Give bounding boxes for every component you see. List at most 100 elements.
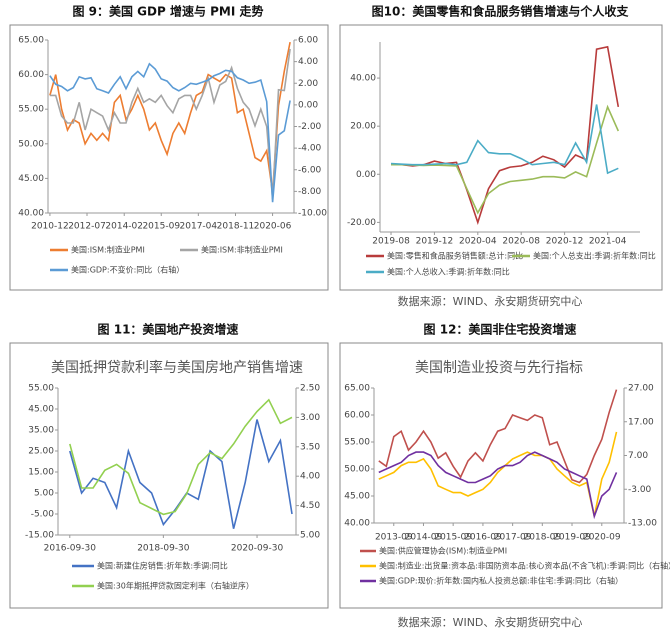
series-line xyxy=(390,104,619,175)
legend-label: 美国:制造业:出货量:资本品:非国防资本品:核心资本品(不含飞机):季调:同比（… xyxy=(379,561,670,571)
y-tick-label: 15.00 xyxy=(28,468,54,478)
x-tick-label: 2016-09 xyxy=(464,533,502,543)
series-line xyxy=(49,62,291,203)
y2-tick-label: 6.00 xyxy=(298,36,318,46)
y-tick-label: 50.00 xyxy=(18,139,44,149)
series-line xyxy=(378,389,618,484)
figure-title: 图 9：美国 GDP 增速与 PMI 走势 xyxy=(72,4,263,19)
y-tick-label: 60.00 xyxy=(344,411,370,421)
series-line xyxy=(378,431,618,517)
y2-tick-label: -10.00 xyxy=(298,209,327,219)
y2-tick-label: -3.00 xyxy=(628,485,652,495)
y-tick-label: 65.00 xyxy=(18,36,44,46)
x-tick-label: 2020-12 xyxy=(546,237,584,247)
y-tick-label: 45.00 xyxy=(18,174,44,184)
y2-tick-label: 2.50 xyxy=(300,384,320,394)
y2-tick-label: -4.00 xyxy=(298,144,322,154)
x-tick-label: 2013-09 xyxy=(375,533,413,543)
series-line xyxy=(49,48,291,200)
series-line xyxy=(391,45,620,225)
x-tick-label: 2019-09 xyxy=(553,533,591,543)
y-tick-label: 40.00 xyxy=(350,74,376,84)
x-tick-label: 2017-04 xyxy=(180,222,218,232)
y2-tick-label: 4.00 xyxy=(300,472,320,482)
x-tick-label: 2019-12 xyxy=(416,237,454,247)
legend-label: 美国:30年期抵押贷款固定利率（右轴逆序） xyxy=(97,581,254,591)
y2-tick-label: 3.50 xyxy=(300,442,320,452)
y2-tick-label: 3.00 xyxy=(300,413,320,423)
x-tick-label: 2020-04 xyxy=(459,237,497,247)
series-line xyxy=(378,451,618,520)
y2-tick-label: -6.00 xyxy=(298,165,322,175)
y2-tick-label: -13.00 xyxy=(628,519,657,529)
y-tick-label: 55.00 xyxy=(344,438,370,448)
panel-frame xyxy=(9,24,329,291)
x-tick-label: 2020-08 xyxy=(502,237,540,247)
series-line xyxy=(391,104,620,215)
y-tick-label: -5.00 xyxy=(31,510,55,520)
x-tick-label: 2017-09 xyxy=(494,533,532,543)
x-tick-label: 2019-08 xyxy=(372,237,410,247)
chart-title: 美国制造业投资与先行指标 xyxy=(415,360,583,376)
y-tick-label: 35.00 xyxy=(28,426,54,436)
y2-tick-label: 2.00 xyxy=(298,79,318,89)
x-tick-label: 2018-09-30 xyxy=(137,544,190,554)
panel-frame xyxy=(339,342,663,609)
legend-label: 美国:个人总支出:季调:折年数:同比 xyxy=(533,251,656,261)
x-tick-label: 2021-04 xyxy=(589,237,627,247)
y-tick-label: 40.00 xyxy=(344,519,370,529)
x-tick-label: 2015-09 xyxy=(142,222,180,232)
series-line xyxy=(69,398,293,516)
y2-tick-label: 7.00 xyxy=(628,451,648,461)
legend-label: 美国:新建住房销售:折年数:季调:同比 xyxy=(97,561,228,571)
chart-title: 美国抵押贷款利率与美国房地产销售增速 xyxy=(51,359,303,376)
x-tick-label: 2016-09-30 xyxy=(44,544,97,554)
x-tick-label: 2020-06 xyxy=(254,222,292,232)
legend-label: 美国:GDP:现价:折年数:国内私人投资总额:非住宅:季调:同比（右轴） xyxy=(379,576,623,586)
y-tick-label: -20.00 xyxy=(347,218,376,228)
y-tick-label: 65.00 xyxy=(344,384,370,394)
source: 数据来源：WIND、永安期货研究中心 xyxy=(398,294,583,308)
source: 数据来源：WIND、永安期货研究中心 xyxy=(398,615,583,629)
legend-label: 美国:GDP:不变价:同比（右轴） xyxy=(71,265,184,275)
x-tick-label: 2020-09-30 xyxy=(231,544,284,554)
x-tick-label: 2018-11 xyxy=(217,222,255,232)
panel-frame xyxy=(9,342,329,609)
y-tick-label: -15.00 xyxy=(25,531,54,541)
x-tick-label: 2018-09 xyxy=(524,533,562,543)
y-tick-label: 45.00 xyxy=(344,492,370,502)
legend-label: 美国:ISM:制造业PMI xyxy=(71,245,145,255)
x-tick-label: 2012-07 xyxy=(68,222,106,232)
y-tick-label: 20.00 xyxy=(350,122,376,132)
series-line xyxy=(49,41,291,193)
x-tick-label: 2020-09 xyxy=(583,533,621,543)
y2-tick-label: 17.00 xyxy=(628,417,654,427)
legend-label: 美国:ISM:非制造业PMI xyxy=(201,245,283,255)
y-tick-label: 60.00 xyxy=(18,70,44,80)
panel-frame xyxy=(339,24,663,291)
y2-tick-label: -2.00 xyxy=(298,122,322,132)
y-tick-label: 50.00 xyxy=(344,465,370,475)
y2-tick-label: 27.00 xyxy=(628,384,654,394)
figure-title: 图10：美国零售和食品服务销售增速与个人收支 xyxy=(372,4,630,19)
y2-tick-label: 4.50 xyxy=(300,501,320,511)
y-tick-label: 40.00 xyxy=(18,209,44,219)
legend-label: 美国:零售和食品服务销售额:总计:同比 xyxy=(387,251,523,261)
y2-tick-label: -8.00 xyxy=(298,187,322,197)
figure-title: 图 11：美国地产投资增速 xyxy=(98,322,239,337)
legend-label: 美国:个人总收入:季调:折年数:同比 xyxy=(387,267,510,277)
figure-title: 图 12：美国非住宅投资增速 xyxy=(424,322,577,337)
y-tick-label: 5.00 xyxy=(34,489,54,499)
x-tick-label: 2014-02 xyxy=(105,222,143,232)
y-tick-label: 45.00 xyxy=(28,405,54,415)
y-tick-label: 55.00 xyxy=(18,105,44,115)
y2-tick-label: 4.00 xyxy=(298,57,318,67)
y2-tick-label: 5.00 xyxy=(300,531,320,541)
x-tick-label: 2010-12 xyxy=(31,222,69,232)
x-tick-label: 2015-09 xyxy=(434,533,472,543)
y-tick-label: 55.00 xyxy=(28,384,54,394)
x-tick-label: 2014-09 xyxy=(405,533,443,543)
y-tick-label: 0.00 xyxy=(356,170,376,180)
y-tick-label: 25.00 xyxy=(28,447,54,457)
